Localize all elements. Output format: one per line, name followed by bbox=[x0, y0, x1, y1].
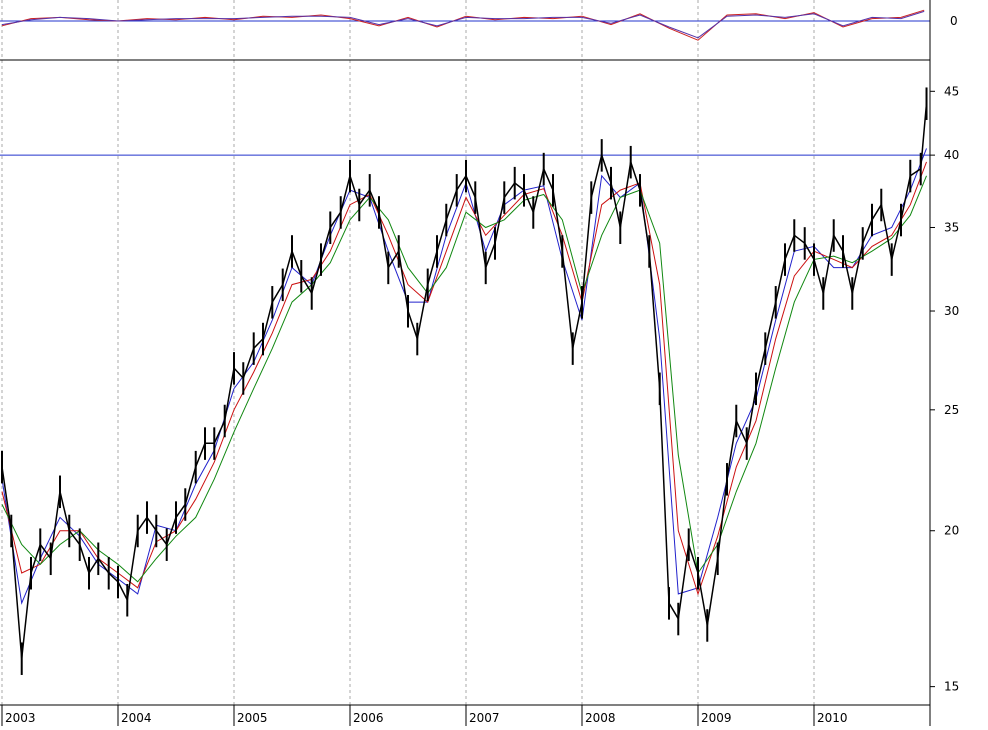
x-tick-label: 2010 bbox=[817, 711, 848, 725]
oscillator-y-tick-label: 0 bbox=[950, 14, 958, 28]
y-tick-label: 25 bbox=[944, 403, 959, 417]
x-tick-label: 2007 bbox=[469, 711, 500, 725]
x-tick-label: 2003 bbox=[5, 711, 36, 725]
oscillator-panel bbox=[0, 9, 930, 41]
x-tick-label: 2008 bbox=[585, 711, 616, 725]
x-tick-label: 2004 bbox=[121, 711, 152, 725]
x-tick-label: 2006 bbox=[353, 711, 384, 725]
x-tick-label: 2005 bbox=[237, 711, 268, 725]
price-line bbox=[1, 103, 928, 659]
y-tick-label: 40 bbox=[944, 148, 959, 162]
moving-average-line bbox=[1, 175, 927, 583]
y-tick-label: 45 bbox=[944, 84, 959, 98]
y-tick-label: 20 bbox=[944, 524, 959, 538]
y-tick-label: 15 bbox=[944, 680, 959, 694]
y-tick-label: 30 bbox=[944, 304, 959, 318]
price-panel bbox=[0, 87, 930, 675]
y-tick-label: 35 bbox=[944, 220, 959, 234]
x-tick-label: 2009 bbox=[701, 711, 732, 725]
oscillator-series-line bbox=[1, 10, 925, 39]
axes: 2003 2004 2005 2006 2007 2008 2009 2010 0 15 20 25 3… bbox=[0, 0, 959, 726]
